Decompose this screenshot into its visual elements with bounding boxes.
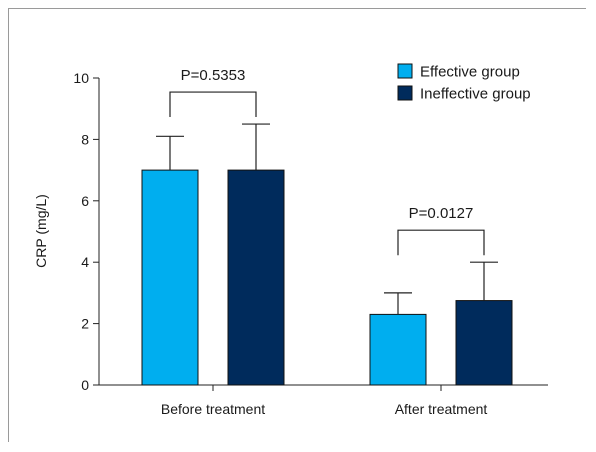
x-tick-label: After treatment — [395, 401, 488, 417]
legend-label: Effective group — [420, 64, 520, 81]
error-bars — [156, 123, 498, 315]
significance-brackets: P=0.5353 P=0.0127 — [169, 67, 485, 256]
bar — [227, 169, 285, 386]
bar — [369, 313, 427, 386]
significance-bracket — [397, 229, 485, 256]
x-tick-label: Before treatment — [161, 401, 265, 417]
bars — [141, 169, 513, 386]
legend-swatch — [397, 85, 413, 101]
y-tick-label: 2 — [81, 316, 89, 332]
legend-swatch — [397, 63, 413, 79]
legend-label: Ineffective group — [420, 86, 531, 103]
y-tick-label: 8 — [81, 131, 89, 147]
p-value-label: P=0.5353 — [181, 67, 246, 84]
bar — [455, 300, 513, 386]
legend: Effective group Ineffective group — [397, 63, 531, 103]
y-tick-label: 0 — [81, 377, 89, 393]
bar — [141, 169, 199, 386]
y-tick-label: 4 — [81, 254, 89, 270]
y-tick-label: 6 — [81, 193, 89, 209]
significance-bracket — [169, 91, 257, 118]
y-tick-label: 10 — [73, 70, 89, 86]
y-axis-label: CRP (mg/L) — [33, 194, 49, 268]
p-value-label: P=0.0127 — [409, 205, 474, 222]
